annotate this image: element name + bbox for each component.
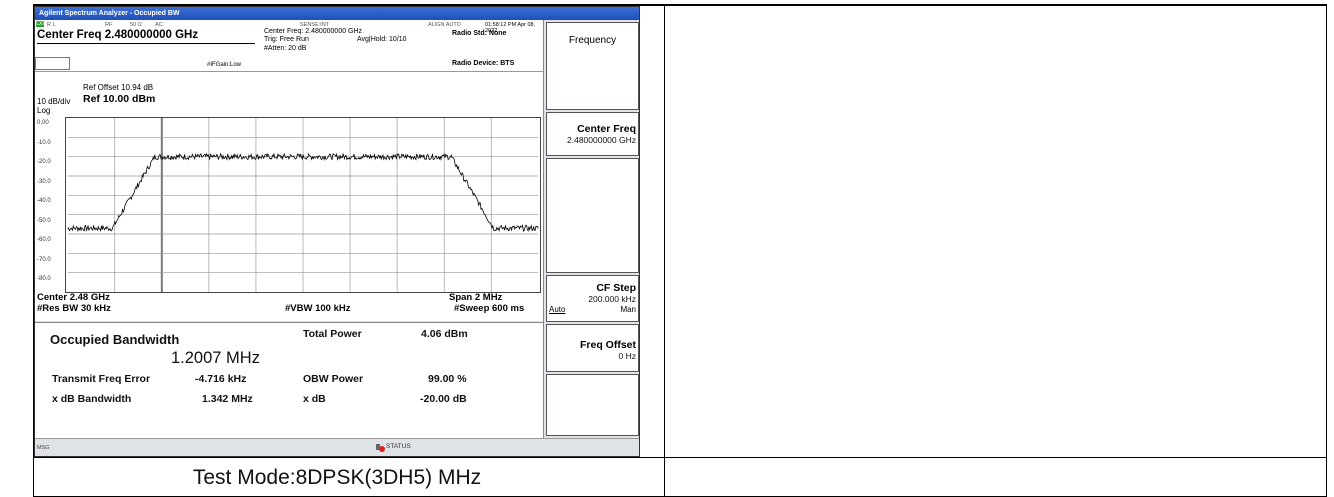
freq-offset-softkey[interactable]: Freq Offset 0 Hz — [546, 324, 639, 372]
cf-step-softkey-label: CF Step — [596, 282, 636, 294]
plot-header: Ref Offset 10.94 dB 10 dB/div Ref 10.00 … — [35, 72, 543, 117]
if-gain-setting: #IFGain:Low — [207, 62, 242, 68]
y-tick-label: -40.0 — [37, 198, 51, 204]
sweep-label: #Sweep 600 ms — [454, 303, 525, 314]
attenuation-setting: #Atten: 20 dB — [264, 45, 307, 52]
menu-title: Frequency — [568, 35, 617, 46]
obw-power-value: 99.00 % — [428, 373, 467, 385]
center-freq-heading: Center Freq 2.480000000 GHz — [37, 29, 199, 41]
y-tick-label: -60.0 — [37, 237, 51, 243]
xdb-value: -20.00 dB — [420, 393, 467, 405]
status-warning-icon — [376, 444, 385, 452]
table-border-mid — [664, 4, 665, 497]
center-frequency-label: Center 2.48 GHz — [37, 292, 110, 303]
vbw-label: #VBW 100 kHz — [285, 303, 351, 314]
sense-indicator: SENSE:INT — [300, 22, 330, 28]
table-border-left — [33, 4, 34, 497]
blank-softkey[interactable] — [546, 158, 639, 273]
y-tick-label: -20.0 — [37, 159, 51, 165]
center-freq-entry-box[interactable] — [35, 57, 70, 70]
cf-step-man-option: Man — [620, 305, 636, 314]
window-title: Agilent Spectrum Analyzer - Occupied BW — [39, 10, 180, 17]
softkey-panel: Frequency Center Freq 2.480000000 GHz CF… — [543, 20, 639, 438]
window-title-bar: Agilent Spectrum Analyzer - Occupied BW — [35, 7, 639, 20]
total-power-value: 4.06 dBm — [421, 328, 468, 340]
rl-indicator: R L — [47, 22, 56, 28]
coupling-indicator: AC — [155, 22, 163, 28]
total-power-label: Total Power — [303, 328, 362, 340]
spectrum-plot: 0.00 -10.0 -20.0 -30.0 -40.0 -50.0 -60.0 -70.0 -… — [35, 117, 543, 303]
cf-step-softkey[interactable]: CF Step 200.000 kHz Auto Man — [546, 275, 639, 322]
spectrum-analyzer-screenshot: Agilent Spectrum Analyzer - Occupied BW … — [34, 6, 640, 457]
y-tick-label: -70.0 — [37, 256, 51, 263]
y-tick-label: -10.0 — [37, 139, 51, 146]
log-scale-indicator: Log — [37, 106, 51, 115]
tx-freq-error-label: Transmit Freq Error — [52, 373, 151, 385]
xdb-bandwidth-label: x dB Bandwidth — [52, 393, 132, 405]
message-label: MSG — [37, 445, 50, 451]
measurement-results: Occupied Bandwidth 1.2007 MHz Total Powe… — [35, 322, 543, 438]
center-freq-softkey-label: Center Freq — [577, 123, 636, 135]
ref-offset: Ref Offset 10.94 dB — [83, 83, 154, 92]
freq-offset-softkey-label: Freq Offset — [579, 339, 636, 351]
obw-power-label: OBW Power — [303, 373, 364, 385]
menu-title-frequency: Frequency — [546, 22, 639, 110]
obw-label: Occupied Bandwidth — [50, 332, 180, 347]
status-label: STATUS — [386, 443, 411, 450]
spectrum-graticule — [65, 117, 541, 293]
timestamp: 01:58:12 PM Apr 08, 2022 — [485, 22, 536, 34]
table-row-divider — [33, 457, 1327, 458]
blank-softkey-2[interactable] — [546, 374, 639, 436]
tx-freq-error-value: -4.716 kHz — [195, 373, 247, 385]
rf-indicator: RF — [105, 22, 113, 28]
res-bw-label: #Res BW 30 kHz — [37, 303, 111, 314]
xdb-bandwidth-value: 1.342 MHz — [202, 393, 253, 405]
radio-device: Radio Device: BTS — [452, 60, 515, 67]
freq-offset-softkey-value: 0 Hz — [618, 351, 636, 361]
avg-hold-setting: Avg|Hold: 10/10 — [357, 36, 407, 43]
obw-value: 1.2007 MHz — [171, 349, 260, 367]
ref-level: Ref 10.00 dBm — [83, 93, 156, 105]
axis-settings: Center 2.48 GHz Span 2 MHz #Res BW 30 kH… — [35, 292, 543, 321]
y-tick-label: -80.0 — [37, 276, 51, 282]
table-border-right — [1326, 4, 1327, 497]
cf-step-auto-option: Auto — [549, 305, 566, 314]
center-freq-softkey-value: 2.480000000 GHz — [567, 135, 636, 145]
trigger-setting: Trig: Free Run — [264, 36, 309, 43]
y-tick-label: -50.0 — [37, 217, 51, 224]
radio-std: Radio Std: None — [452, 30, 507, 37]
xdb-label: x dB — [303, 393, 326, 405]
center-freq-underline — [37, 43, 255, 44]
test-mode-caption: Test Mode:8DPSK(3DH5) MHz — [192, 466, 482, 489]
spectrum-trace — [67, 152, 539, 233]
y-tick-label: 0.00 — [37, 120, 49, 126]
scale-per-div: 10 dB/div — [37, 97, 71, 106]
cf-step-softkey-value: 200.000 kHz — [588, 294, 636, 304]
lxi-indicator: LXI — [36, 21, 44, 27]
y-tick-label: -30.0 — [37, 178, 51, 185]
impedance-indicator: 50 Ω — [130, 22, 142, 28]
center-freq-softkey[interactable]: Center Freq 2.480000000 GHz — [546, 112, 639, 156]
span-label: Span 2 MHz — [449, 292, 503, 303]
table-border-top — [33, 4, 1327, 6]
measurement-info-bar: LXI R L RF 50 Ω AC SENSE:INT ALIGN AUTO … — [35, 20, 543, 72]
align-indicator: ALIGN AUTO — [428, 22, 461, 28]
center-freq-setting: Center Freq: 2.480000000 GHz — [264, 28, 363, 35]
status-bar: MSG STATUS — [35, 438, 639, 456]
